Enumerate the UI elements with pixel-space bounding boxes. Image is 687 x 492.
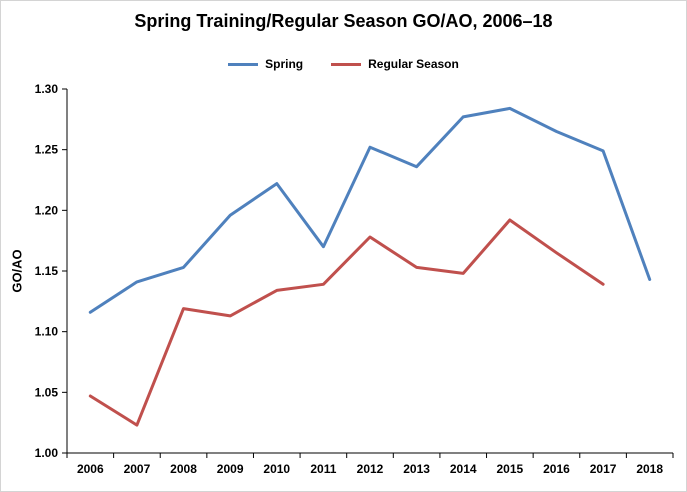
y-axis-title: GO/AO: [9, 249, 25, 293]
legend-item-regular-season: Regular Season: [331, 57, 459, 71]
chart-title: Spring Training/Regular Season GO/AO, 20…: [134, 11, 553, 31]
chart-legend: Spring Regular Season: [1, 57, 686, 71]
x-tick-label: 2010: [263, 462, 290, 476]
legend-line-swatch: [331, 62, 362, 66]
y-tick-label: 1.15: [35, 264, 59, 278]
x-tick-label: 2015: [496, 462, 523, 476]
y-tick-label: 1.00: [35, 446, 59, 460]
series-line-regular-season: [88, 218, 605, 427]
series-line-spring: [88, 106, 652, 314]
y-tick-label: 1.05: [35, 385, 59, 399]
x-tick-label: 2012: [357, 462, 384, 476]
x-tick-label: 2013: [403, 462, 430, 476]
x-tick-label: 2016: [543, 462, 570, 476]
y-tick-label: 1.10: [35, 325, 59, 339]
legend-label: Spring: [265, 57, 304, 71]
legend-line-swatch: [228, 62, 259, 66]
x-tick-label: 2014: [450, 462, 477, 476]
y-tick-label: 1.25: [35, 143, 59, 157]
y-tick-label: 1.30: [35, 82, 59, 96]
x-tick-label: 2008: [170, 462, 197, 476]
y-tick-label: 1.20: [35, 203, 59, 217]
x-tick-label: 2017: [590, 462, 617, 476]
x-tick-label: 2007: [124, 462, 151, 476]
x-tick-label: 2006: [77, 462, 104, 476]
x-tick-label: 2011: [310, 462, 336, 476]
legend-label: Regular Season: [368, 57, 459, 71]
legend-item-spring: Spring: [228, 57, 303, 71]
x-tick-label: 2009: [217, 462, 244, 476]
x-tick-label: 2018: [636, 462, 663, 476]
